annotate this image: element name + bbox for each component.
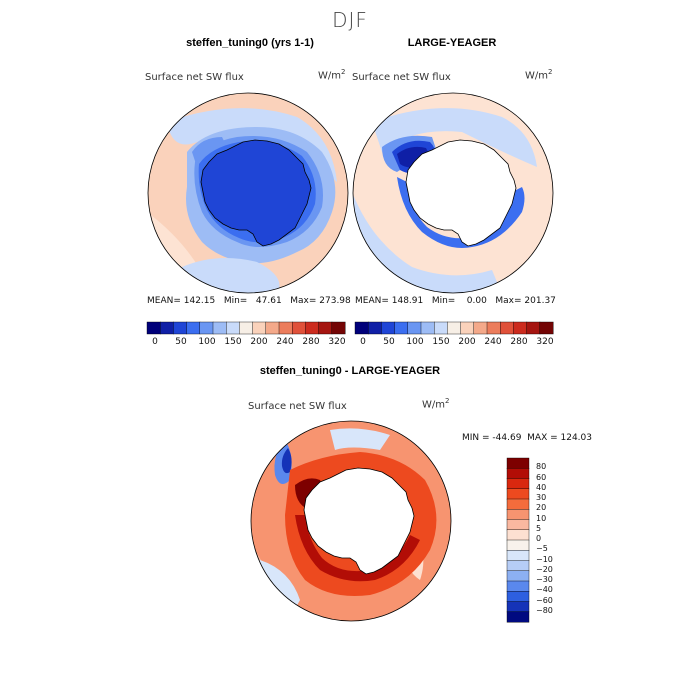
colorbar-tick-label: 150: [432, 337, 450, 347]
colorbar-swatch: [199, 321, 214, 335]
colorbar-swatch: [381, 321, 396, 335]
panel-1-colorbar-ticks: 0 50 100 150 200 240 280 320: [147, 337, 345, 349]
colorbar-tick-label: −5: [536, 544, 548, 554]
colorbar-tick-label: −10: [536, 554, 553, 564]
panel-2-stats: MEAN= 148.91 Min= 0.00 Max= 201.37: [355, 296, 556, 306]
colorbar-tick-label: −30: [536, 575, 553, 584]
colorbar-swatch: [506, 478, 530, 490]
colorbar-tick-label: 100: [406, 337, 424, 347]
colorbar-tick-label: −80: [536, 605, 553, 615]
colorbar-swatch: [447, 321, 462, 335]
panel-2-units: W/m2: [525, 68, 553, 82]
colorbar-swatch: [460, 321, 475, 335]
colorbar-tick-label: 0: [152, 337, 158, 347]
panel-2-colorbar: [354, 321, 554, 335]
colorbar-swatch: [499, 321, 514, 335]
colorbar-tick-label: 200: [250, 337, 268, 347]
colorbar-tick-label: 10: [536, 513, 547, 523]
panel-3-title: steffen_tuning0 - LARGE-YEAGER: [259, 365, 441, 377]
colorbar-swatch: [318, 321, 333, 335]
colorbar-tick-label: 20: [536, 503, 547, 513]
colorbar-swatch: [265, 321, 280, 335]
colorbar-swatch: [291, 321, 306, 335]
colorbar-tick-label: 0: [536, 534, 542, 543]
colorbar-swatch: [506, 560, 530, 572]
colorbar-swatch: [331, 321, 346, 335]
colorbar-tick-label: 50: [383, 337, 395, 347]
colorbar-tick-label: 150: [224, 337, 242, 347]
colorbar-swatch: [506, 529, 530, 541]
colorbar-tick-label: 320: [536, 337, 554, 347]
colorbar-swatch: [506, 498, 530, 510]
colorbar-tick-label: 100: [198, 337, 216, 347]
panel-3-colorbar: [506, 457, 530, 623]
panel-1-units: W/m2: [318, 68, 346, 82]
colorbar-swatch: [506, 539, 530, 551]
colorbar-swatch: [394, 321, 409, 335]
colorbar-tick-label: 30: [536, 493, 547, 502]
colorbar-tick-label: 320: [328, 337, 346, 347]
colorbar-swatch: [146, 321, 161, 335]
panel-2-colorbar-ticks: 0 50 100 150 200 240 280 320: [355, 337, 553, 349]
colorbar-swatch: [506, 611, 530, 623]
colorbar-tick-label: 240: [276, 337, 294, 347]
colorbar-tick-label: −40: [536, 585, 553, 595]
colorbar-swatch: [225, 321, 240, 335]
colorbar-tick-label: 40: [536, 482, 547, 492]
colorbar-swatch: [473, 321, 488, 335]
panel-1-title: steffen_tuning0 (yrs 1-1): [186, 37, 314, 49]
colorbar-swatch: [173, 321, 188, 335]
colorbar-swatch: [506, 550, 530, 562]
colorbar-swatch: [186, 321, 201, 335]
panel-1-stats: MEAN= 142.15 Min= 47.61 Max= 273.98: [147, 296, 351, 306]
panel-2-map: [352, 92, 554, 294]
panel-3-stats: MIN = -44.69 MAX = 124.03: [462, 433, 592, 443]
colorbar-swatch: [367, 321, 382, 335]
colorbar-swatch: [252, 321, 267, 335]
colorbar-swatch: [239, 321, 254, 335]
panel-1-colorbar: [146, 321, 346, 335]
colorbar-swatch: [513, 321, 528, 335]
panel-3-variable: Surface net SW flux: [248, 401, 347, 412]
colorbar-swatch: [420, 321, 435, 335]
colorbar-swatch: [506, 580, 530, 592]
colorbar-tick-label: 200: [458, 337, 476, 347]
colorbar-swatch: [433, 321, 448, 335]
colorbar-swatch: [159, 321, 174, 335]
colorbar-tick-label: 280: [302, 337, 320, 347]
colorbar-tick-label: 240: [484, 337, 502, 347]
panel-1-map: [147, 92, 349, 294]
colorbar-swatch: [506, 488, 530, 500]
colorbar-swatch: [407, 321, 422, 335]
panel-3-units: W/m2: [422, 397, 450, 411]
colorbar-tick-label: 5: [536, 523, 542, 533]
colorbar-swatch: [486, 321, 501, 335]
panel-3-colorbar-ticks: 80 60 40 30 20 10 5 0 −5 −10 −20 −30 −40 −60 −80: [536, 458, 576, 622]
colorbar-swatch: [506, 468, 530, 480]
season-title: DJF: [332, 8, 368, 32]
colorbar-swatch: [354, 321, 369, 335]
colorbar-tick-label: 280: [510, 337, 528, 347]
panel-2-title: LARGE-YEAGER: [407, 37, 497, 49]
colorbar-swatch: [506, 519, 530, 531]
colorbar-swatch: [278, 321, 293, 335]
colorbar-tick-label: 80: [536, 462, 547, 472]
colorbar-swatch: [506, 570, 530, 582]
colorbar-swatch: [506, 457, 530, 469]
colorbar-tick-label: 0: [360, 337, 366, 347]
panel-1-variable: Surface net SW flux: [145, 72, 244, 83]
panel-3-map: [250, 420, 452, 622]
colorbar-swatch: [212, 321, 227, 335]
colorbar-swatch: [305, 321, 320, 335]
colorbar-swatch: [506, 601, 530, 613]
colorbar-tick-label: 60: [536, 472, 547, 482]
panel-2-variable: Surface net SW flux: [352, 72, 451, 83]
colorbar-swatch: [539, 321, 554, 335]
colorbar-swatch: [506, 509, 530, 521]
colorbar-tick-label: 50: [175, 337, 187, 347]
colorbar-swatch: [506, 591, 530, 603]
colorbar-tick-label: −60: [536, 595, 553, 605]
colorbar-tick-label: −20: [536, 564, 553, 574]
colorbar-swatch: [526, 321, 541, 335]
